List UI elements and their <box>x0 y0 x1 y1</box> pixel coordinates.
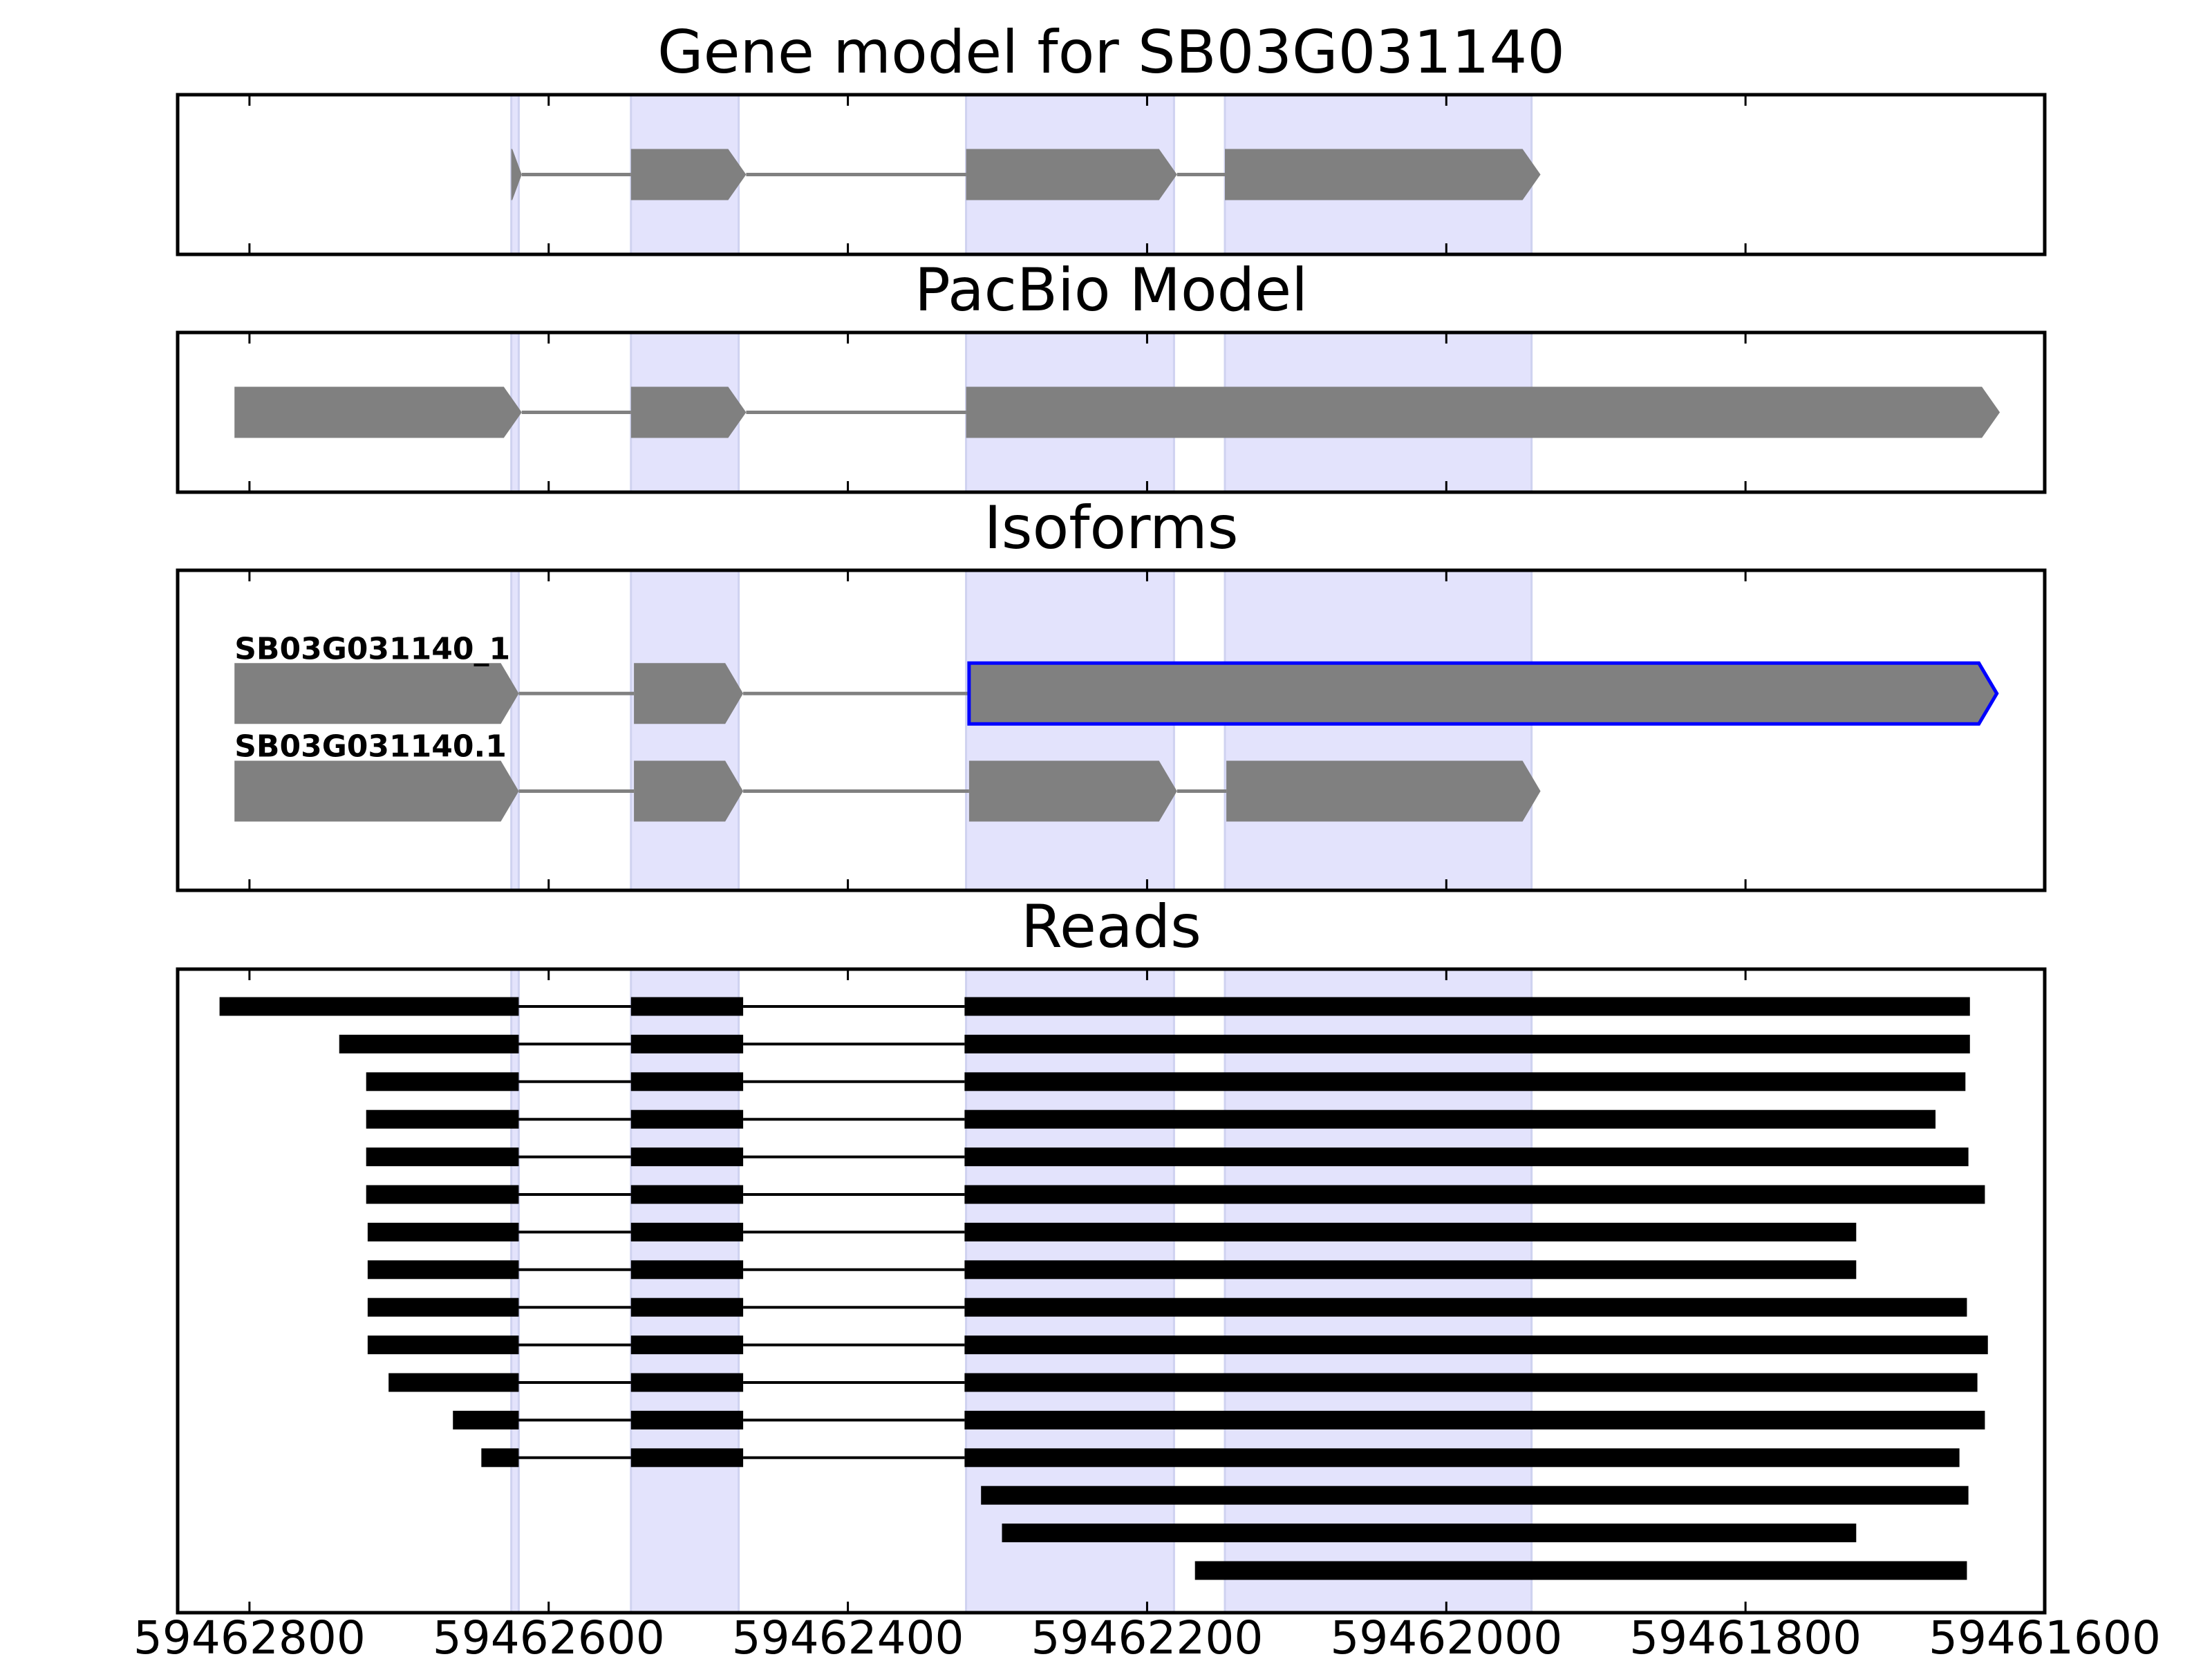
isoforms-track-1-exon-1 <box>234 663 519 724</box>
panel-gene-model-ticks <box>248 95 2046 254</box>
panel-gene-model: Gene model for SB03G031140 <box>176 18 2047 256</box>
pacbio-model-track-1-exon-3 <box>966 386 2000 438</box>
panel-pacbio-model-title: PacBio Model <box>915 256 1308 325</box>
panel-reads-tracks <box>219 997 1988 1580</box>
panel-gene-model-tracks <box>511 149 1541 200</box>
panel-isoforms-frame <box>176 568 2047 892</box>
read-7-block-3 <box>964 1222 1857 1241</box>
read-8-block-2 <box>630 1260 744 1280</box>
read-3-block-2 <box>630 1072 744 1091</box>
panel-reads-ticks <box>248 969 2046 1613</box>
read-8-block-3 <box>964 1260 1857 1280</box>
panel-isoforms-tracks: SB03G031140_1 SB03G031140.1 <box>234 631 1999 822</box>
read-10-block-2 <box>630 1335 744 1355</box>
isoforms-track-2-exon-1 <box>234 760 519 822</box>
read-11-block-1 <box>388 1373 519 1392</box>
read-6-block-2 <box>630 1185 744 1204</box>
x-tick-label-6: 59461800 <box>1629 1611 1862 1659</box>
highlight-region-1 <box>510 968 520 1614</box>
read-15-block-1 <box>1002 1524 1857 1543</box>
read-2-block-2 <box>630 1034 744 1053</box>
read-9-block-1 <box>367 1297 519 1317</box>
panel-pacbio-model-ticks <box>248 332 2046 492</box>
isoforms-track-2-exon-3 <box>968 760 1177 822</box>
read-16-block-1 <box>1194 1561 1967 1580</box>
panel-reads-title: Reads <box>1021 892 1201 962</box>
gene-model-track-1-exon-2 <box>630 149 747 200</box>
panel-isoforms-highlights <box>510 569 1533 892</box>
panel-pacbio-model: PacBio Model <box>176 256 2047 494</box>
highlight-region-2 <box>630 569 740 892</box>
panel-gene-model-frame <box>176 93 2047 256</box>
read-3-block-1 <box>366 1072 519 1091</box>
x-tick-label-5: 59462000 <box>1330 1611 1562 1659</box>
isoforms-track-1-exon-2 <box>634 663 744 724</box>
read-10-block-3 <box>964 1335 1988 1355</box>
read-14-block-1 <box>981 1485 1969 1505</box>
x-tick-label-4: 59462200 <box>1031 1611 1263 1659</box>
panel-isoforms-title: Isoforms <box>984 494 1238 563</box>
panel-reads-highlights <box>510 968 1533 1614</box>
read-2-block-1 <box>339 1034 519 1053</box>
read-4-block-2 <box>630 1109 744 1129</box>
pacbio-model-track-1-exon-1 <box>234 386 522 438</box>
read-8-block-1 <box>367 1260 519 1280</box>
read-4-block-3 <box>964 1109 1936 1129</box>
panel-isoforms: Isoforms SB03G031140_1 SB03G031140.1 <box>176 494 2047 892</box>
read-12-block-2 <box>630 1410 744 1430</box>
read-9-block-3 <box>964 1297 1967 1317</box>
x-tick-label-3: 59462400 <box>732 1611 964 1659</box>
read-13-block-3 <box>964 1448 1960 1468</box>
panel-reads: Reads <box>176 892 2047 1615</box>
x-tick-label-2: 59462600 <box>433 1611 665 1659</box>
read-1-block-3 <box>964 997 1970 1016</box>
read-5-block-2 <box>630 1147 744 1167</box>
read-11-block-2 <box>630 1373 744 1392</box>
gene-model-track-1-exon-1 <box>511 149 522 200</box>
read-9-block-2 <box>630 1297 744 1317</box>
read-5-block-1 <box>366 1147 519 1167</box>
x-tick-label-1: 59462800 <box>133 1611 366 1659</box>
read-13-block-1 <box>481 1448 519 1468</box>
gene-model-track-1-exon-3 <box>966 149 1177 200</box>
highlight-region-4 <box>1224 569 1533 892</box>
read-1-block-1 <box>219 997 519 1016</box>
read-6-block-3 <box>964 1185 1985 1204</box>
panel-reads-frame <box>176 967 2047 1615</box>
read-7-block-2 <box>630 1222 744 1241</box>
read-4-block-1 <box>366 1109 519 1129</box>
isoforms-track-label-1: SB03G031140_1 <box>234 631 510 666</box>
highlight-region-1 <box>510 569 520 892</box>
isoforms-track-2-exon-4 <box>1226 760 1541 822</box>
read-10-block-1 <box>367 1335 519 1355</box>
read-2-block-3 <box>964 1034 1970 1053</box>
highlight-region-2 <box>630 968 740 1614</box>
panel-pacbio-model-tracks <box>234 386 2000 438</box>
read-5-block-3 <box>964 1147 1969 1167</box>
read-3-block-3 <box>964 1072 1966 1091</box>
gene-model-track-1-exon-4 <box>1225 149 1541 200</box>
read-1-block-2 <box>630 997 744 1016</box>
isoforms-track-1-exon-3 <box>967 661 1999 726</box>
read-13-block-2 <box>630 1448 744 1468</box>
panel-isoforms-ticks <box>248 570 2046 890</box>
highlight-region-3 <box>965 968 1175 1614</box>
read-11-block-3 <box>964 1373 1978 1392</box>
panel-pacbio-model-frame <box>176 330 2047 494</box>
isoforms-track-2-exon-2 <box>634 760 744 822</box>
highlight-region-3 <box>965 569 1175 892</box>
x-tick-label-7: 59461600 <box>1929 1611 2161 1659</box>
read-6-block-1 <box>366 1185 519 1204</box>
read-12-block-3 <box>964 1410 1985 1430</box>
x-axis-tick-labels: 59462800 59462600 59462400 59462200 59462000… <box>133 1611 2161 1659</box>
isoforms-track-label-2: SB03G031140.1 <box>234 729 507 764</box>
panel-gene-model-title: Gene model for SB03G031140 <box>657 18 1565 87</box>
highlight-region-4 <box>1224 968 1533 1614</box>
read-12-block-1 <box>453 1410 519 1430</box>
pacbio-model-track-1-exon-2 <box>630 386 747 438</box>
read-7-block-1 <box>367 1222 519 1241</box>
